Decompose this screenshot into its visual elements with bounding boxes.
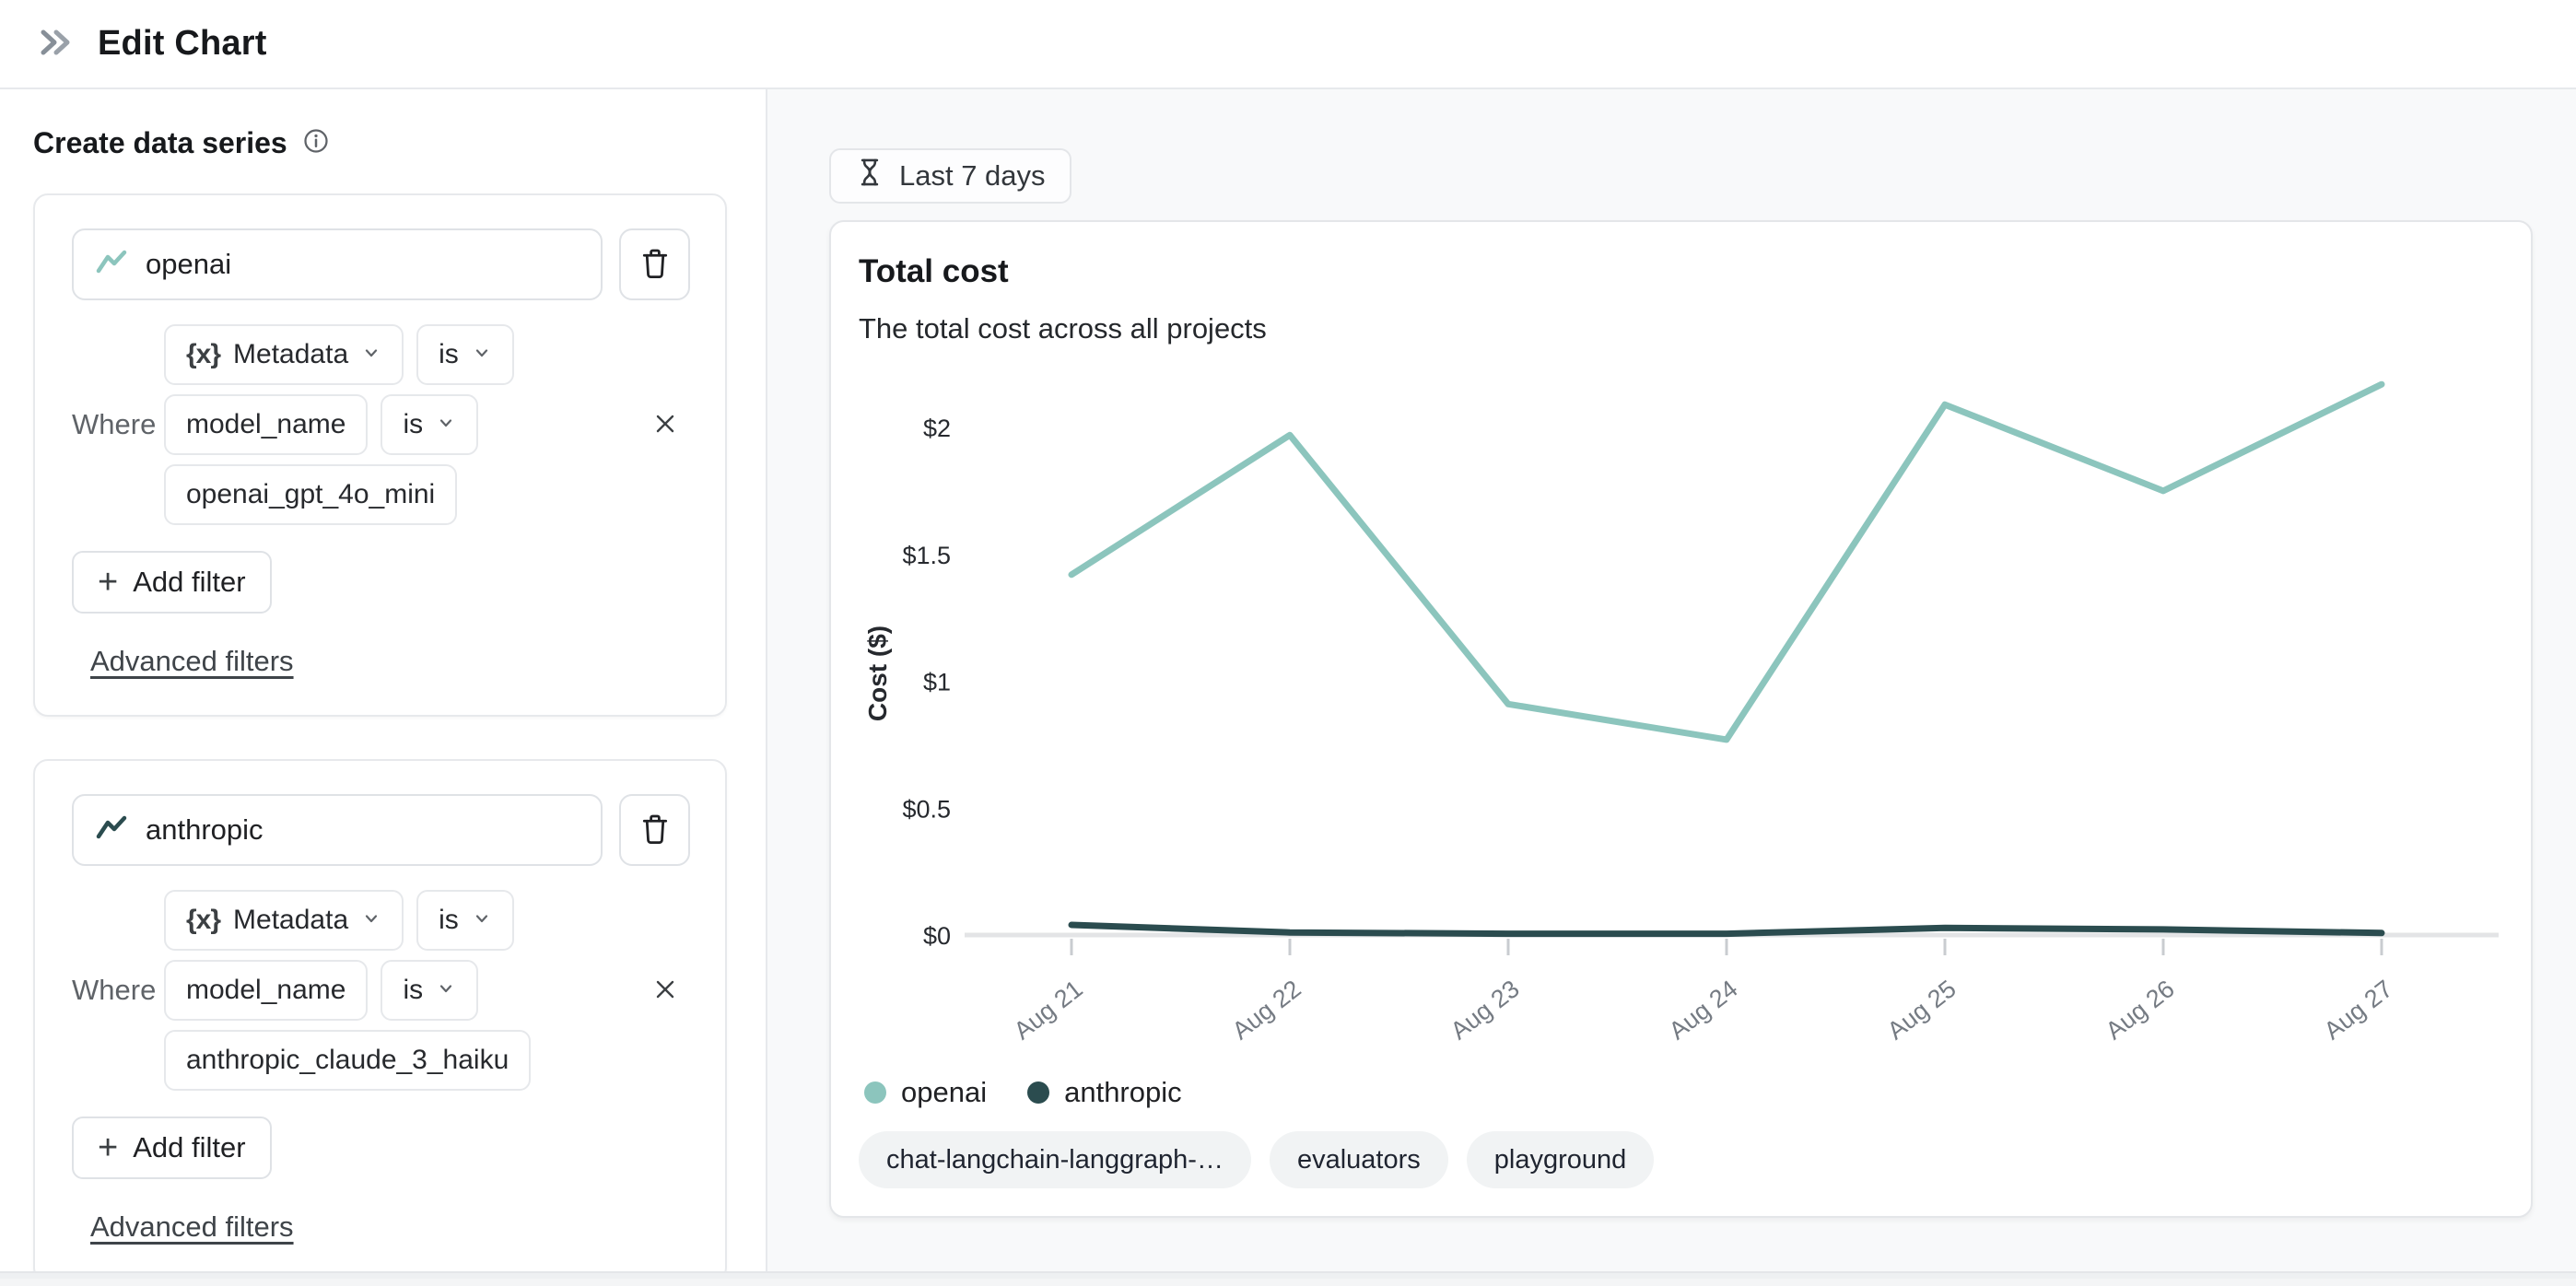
series-card-openai: openai [33,193,727,717]
plus-icon: + [98,563,119,602]
chevron-down-icon [472,905,492,936]
where-label: Where [72,408,157,440]
project-tags: chat-langchain-langgraph-… evaluators pl… [859,1131,2503,1188]
chevrons-right-icon [36,21,78,66]
x-tick-label: Aug 21 [1009,975,1088,1045]
remove-filter-button[interactable] [640,400,690,450]
chart-legend: openai anthropic [864,1076,2503,1109]
filter-operator-dropdown[interactable]: is [416,890,514,951]
x-tick-label: Aug 23 [1446,975,1525,1045]
time-range-button[interactable]: Last 7 days [829,148,1071,204]
series-name-input[interactable]: anthropic [72,794,603,866]
delete-series-button[interactable] [619,228,690,300]
hourglass-icon [855,157,884,195]
filter-value-button[interactable]: anthropic_claude_3_haiku [164,1030,532,1091]
series-line-anthropic [1068,921,2385,938]
trash-icon [638,246,672,284]
close-icon [651,976,679,1006]
filter-key-button[interactable]: model_name [164,960,369,1021]
legend-item-openai[interactable]: openai [864,1076,987,1109]
create-data-series-panel: Create data series [0,89,767,1271]
legend-dot [1027,1081,1050,1104]
filter-field-dropdown[interactable]: {x} Metadata [164,324,404,385]
where-label: Where [72,974,157,1006]
y-tick-label: $1.5 [902,542,951,569]
filter-key-operator-dropdown[interactable]: is [381,394,479,455]
chevron-down-icon [436,409,456,440]
filter-operator-dropdown[interactable]: is [416,324,514,385]
x-tick-label: Aug 25 [1882,975,1961,1045]
filter-group: {x} Metadata is Where model_name [72,324,690,525]
add-filter-button[interactable]: + Add filter [72,551,272,614]
metadata-braces-icon: {x} [186,905,221,935]
metadata-braces-icon: {x} [186,339,221,369]
filter-key-operator-dropdown[interactable]: is [381,960,479,1021]
chart-subtitle: The total cost across all projects [859,312,1267,345]
x-tick-label: Aug 22 [1227,975,1306,1045]
chart-title: Total cost [859,253,1009,289]
trend-line-icon [96,814,127,847]
chevron-down-icon [361,905,381,936]
series-name-value: anthropic [146,813,263,846]
chevron-down-icon [472,339,492,370]
series-name-value: openai [146,248,232,280]
delete-series-button[interactable] [619,794,690,866]
advanced-filters-link[interactable]: Advanced filters [90,645,294,677]
advanced-filters-link[interactable]: Advanced filters [90,1210,294,1243]
plus-icon: + [98,1128,119,1167]
legend-item-anthropic[interactable]: anthropic [1027,1076,1182,1109]
y-tick-label: $2 [923,415,951,442]
series-name-input[interactable]: openai [72,228,603,300]
chart-preview-area: Last 7 days Total cost The total cost ac… [767,89,2576,1271]
trend-line-icon [96,249,127,281]
info-icon[interactable] [302,127,330,159]
header: Edit Chart [0,0,2576,89]
filter-field-dropdown[interactable]: {x} Metadata [164,890,404,951]
close-icon [651,410,679,440]
add-filter-button[interactable]: + Add filter [72,1116,272,1179]
series-line-openai [1068,380,2385,743]
page-title: Edit Chart [98,24,267,63]
filter-value-button[interactable]: openai_gpt_4o_mini [164,464,458,525]
chart-card: Total cost The total cost across all pro… [829,220,2533,1218]
x-tick-label: Aug 27 [2319,975,2398,1045]
series-card-anthropic: anthropic [33,759,727,1271]
y-axis-title: Cost ($) [863,625,892,721]
y-tick-label: $0.5 [902,795,951,823]
project-tag[interactable]: playground [1466,1131,1655,1188]
page-bottom-strip [0,1271,2576,1279]
project-tag[interactable]: chat-langchain-langgraph-… [859,1131,1251,1188]
filter-group: {x} Metadata is Where model_name [72,890,690,1091]
remove-filter-button[interactable] [640,965,690,1015]
collapse-panel-button[interactable] [31,18,83,70]
filter-key-button[interactable]: model_name [164,394,369,455]
project-tag[interactable]: evaluators [1269,1131,1448,1188]
x-tick-label: Aug 24 [1664,975,1743,1045]
x-tick-label: Aug 26 [2101,975,2180,1045]
chevron-down-icon [361,339,381,370]
y-tick-label: $0 [923,922,951,950]
panel-heading: Create data series [33,126,287,159]
y-tick-label: $1 [923,669,951,696]
legend-dot [864,1081,886,1104]
chevron-down-icon [436,975,456,1006]
line-chart: $0 $0.5 $1 $1.5 $2 Cost ($) Aug 21 Aug 22 Aug 23… [863,380,2499,1045]
trash-icon [638,812,672,849]
